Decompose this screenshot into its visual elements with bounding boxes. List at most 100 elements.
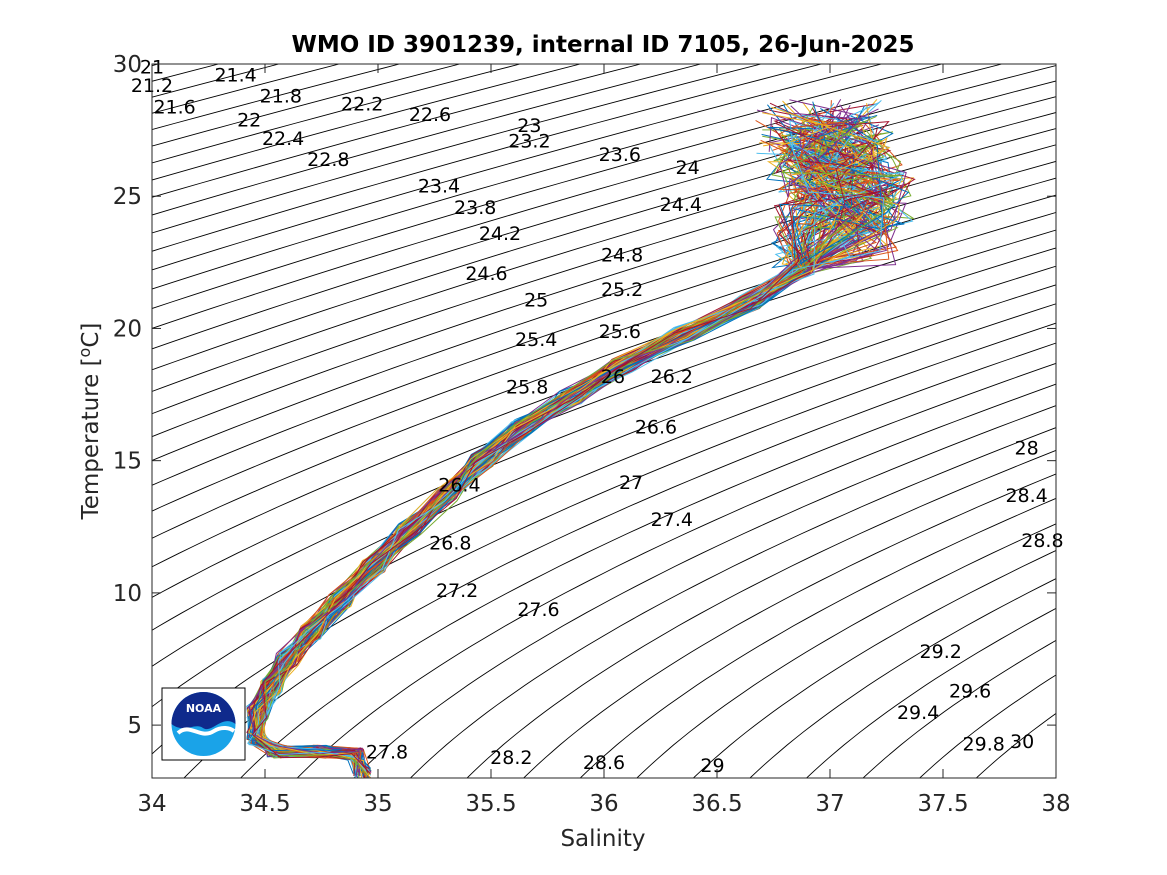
y-tick-label: 15 — [113, 449, 142, 475]
x-tick-label: 36.5 — [691, 791, 742, 817]
density-contour — [183, 342, 1056, 778]
density-contour — [152, 144, 1056, 438]
y-axis-ticks: 5 10 15 20 25 30 — [113, 52, 1056, 739]
density-contour — [152, 303, 1056, 708]
density-contour — [523, 473, 1056, 778]
contour-label: 29.6 — [949, 681, 991, 703]
density-contour — [410, 427, 1056, 778]
contour-label: 22.8 — [307, 149, 349, 171]
profile-line — [248, 106, 900, 778]
density-contour — [749, 578, 1056, 778]
contour-label: 21.8 — [260, 86, 302, 108]
contour-label: 24.8 — [601, 244, 643, 266]
contour-label: 27.8 — [366, 742, 408, 764]
contour-label: 23.6 — [599, 144, 641, 166]
x-tick-label: 36 — [589, 791, 618, 817]
contour-label: 23 — [517, 115, 541, 137]
contour-label: 25.8 — [506, 377, 548, 399]
y-tick-label: 20 — [113, 316, 142, 342]
contour-label: 29.4 — [897, 702, 939, 724]
contour-label: 28 — [1015, 437, 1039, 459]
x-tick-label: 35.5 — [465, 791, 516, 817]
contour-label: 28.8 — [1021, 530, 1063, 552]
density-contour — [353, 405, 1056, 778]
chart-title: WMO ID 3901239, internal ID 7105, 26-Jun… — [291, 32, 914, 58]
contour-label: 23.8 — [454, 197, 496, 219]
contour-label: 22.6 — [409, 104, 451, 126]
contour-label: 26.6 — [635, 416, 677, 438]
contour-label: 28.2 — [490, 747, 532, 769]
x-tick-label: 37.5 — [917, 791, 968, 817]
profile-lines — [246, 98, 916, 778]
density-contour — [152, 229, 1056, 568]
density-contour — [152, 64, 641, 198]
density-contour — [152, 96, 1056, 371]
contour-label: 26.2 — [651, 366, 693, 388]
contour-label: 26.8 — [429, 533, 471, 555]
contour-label: 22.4 — [262, 128, 304, 150]
y-tick-label: 10 — [113, 581, 142, 607]
contour-label: 29.2 — [920, 641, 962, 663]
y-tick-label: 25 — [113, 184, 142, 210]
noaa-logo: NOAA — [161, 687, 246, 761]
contour-label: 29.8 — [963, 734, 1005, 756]
density-contour — [152, 64, 942, 290]
x-axis-label: Salinity — [560, 826, 645, 852]
contour-label: 27 — [619, 472, 643, 494]
density-contour — [240, 362, 1056, 778]
density-contour — [152, 284, 1056, 667]
contour-label: 30 — [1010, 731, 1034, 753]
y-axis-label-unit: C] — [78, 323, 104, 348]
contour-label: 23.2 — [508, 131, 550, 153]
density-contour — [152, 265, 1056, 631]
profile-line — [252, 122, 880, 773]
x-tick-label: 34 — [137, 791, 166, 817]
density-contour — [152, 64, 701, 216]
contour-label: 24 — [676, 157, 700, 179]
density-contour — [152, 211, 1056, 539]
density-contour — [296, 383, 1056, 778]
density-contour — [152, 64, 1003, 309]
logo-gull-top — [171, 692, 236, 730]
density-contour — [466, 449, 1056, 778]
density-contour — [152, 177, 1056, 486]
contour-label: 22.2 — [341, 94, 383, 116]
y-axis-label-degree: o — [75, 348, 94, 358]
density-contour — [636, 523, 1056, 778]
contour-label: 25.2 — [601, 279, 643, 301]
logo-text: NOAA — [186, 702, 222, 715]
contour-label: 25 — [524, 289, 548, 311]
density-contour — [152, 65, 1056, 329]
contour-label: 25.6 — [599, 321, 641, 343]
x-tick-label: 38 — [1041, 791, 1070, 817]
x-tick-label: 37 — [815, 791, 844, 817]
x-tick-label: 35 — [363, 791, 392, 817]
x-tick-label: 34.5 — [239, 791, 290, 817]
density-contour — [152, 64, 822, 252]
contour-label: 24.6 — [465, 263, 507, 285]
logo-gull-wing — [176, 726, 236, 736]
contour-label: 21.4 — [214, 65, 256, 87]
contour-label: 26.4 — [438, 475, 480, 497]
density-contour — [152, 194, 1056, 512]
contour-label: 27.6 — [517, 599, 559, 621]
contour-label: 27.4 — [651, 509, 693, 531]
y-axis-label: Temperature [oC] — [75, 323, 104, 521]
density-contour — [806, 607, 1056, 778]
profile-line — [251, 154, 881, 775]
contour-label: 22 — [237, 110, 261, 132]
density-contour — [152, 80, 1056, 350]
contour-label: 21.6 — [153, 96, 195, 118]
y-tick-label: 30 — [113, 52, 142, 78]
x-axis-ticks: 34 34.5 35 35.5 36 36.5 37 37.5 38 — [137, 64, 1071, 817]
contour-label: 26 — [601, 366, 625, 388]
profile-line — [248, 126, 910, 768]
density-contour — [152, 160, 1056, 461]
density-contour — [152, 64, 762, 234]
contour-label: 27.2 — [436, 580, 478, 602]
density-contour — [862, 639, 1056, 778]
contour-label: 23.4 — [418, 176, 460, 198]
y-tick-label: 5 — [127, 713, 142, 739]
y-axis-label-main: Temperature [ — [78, 357, 104, 520]
